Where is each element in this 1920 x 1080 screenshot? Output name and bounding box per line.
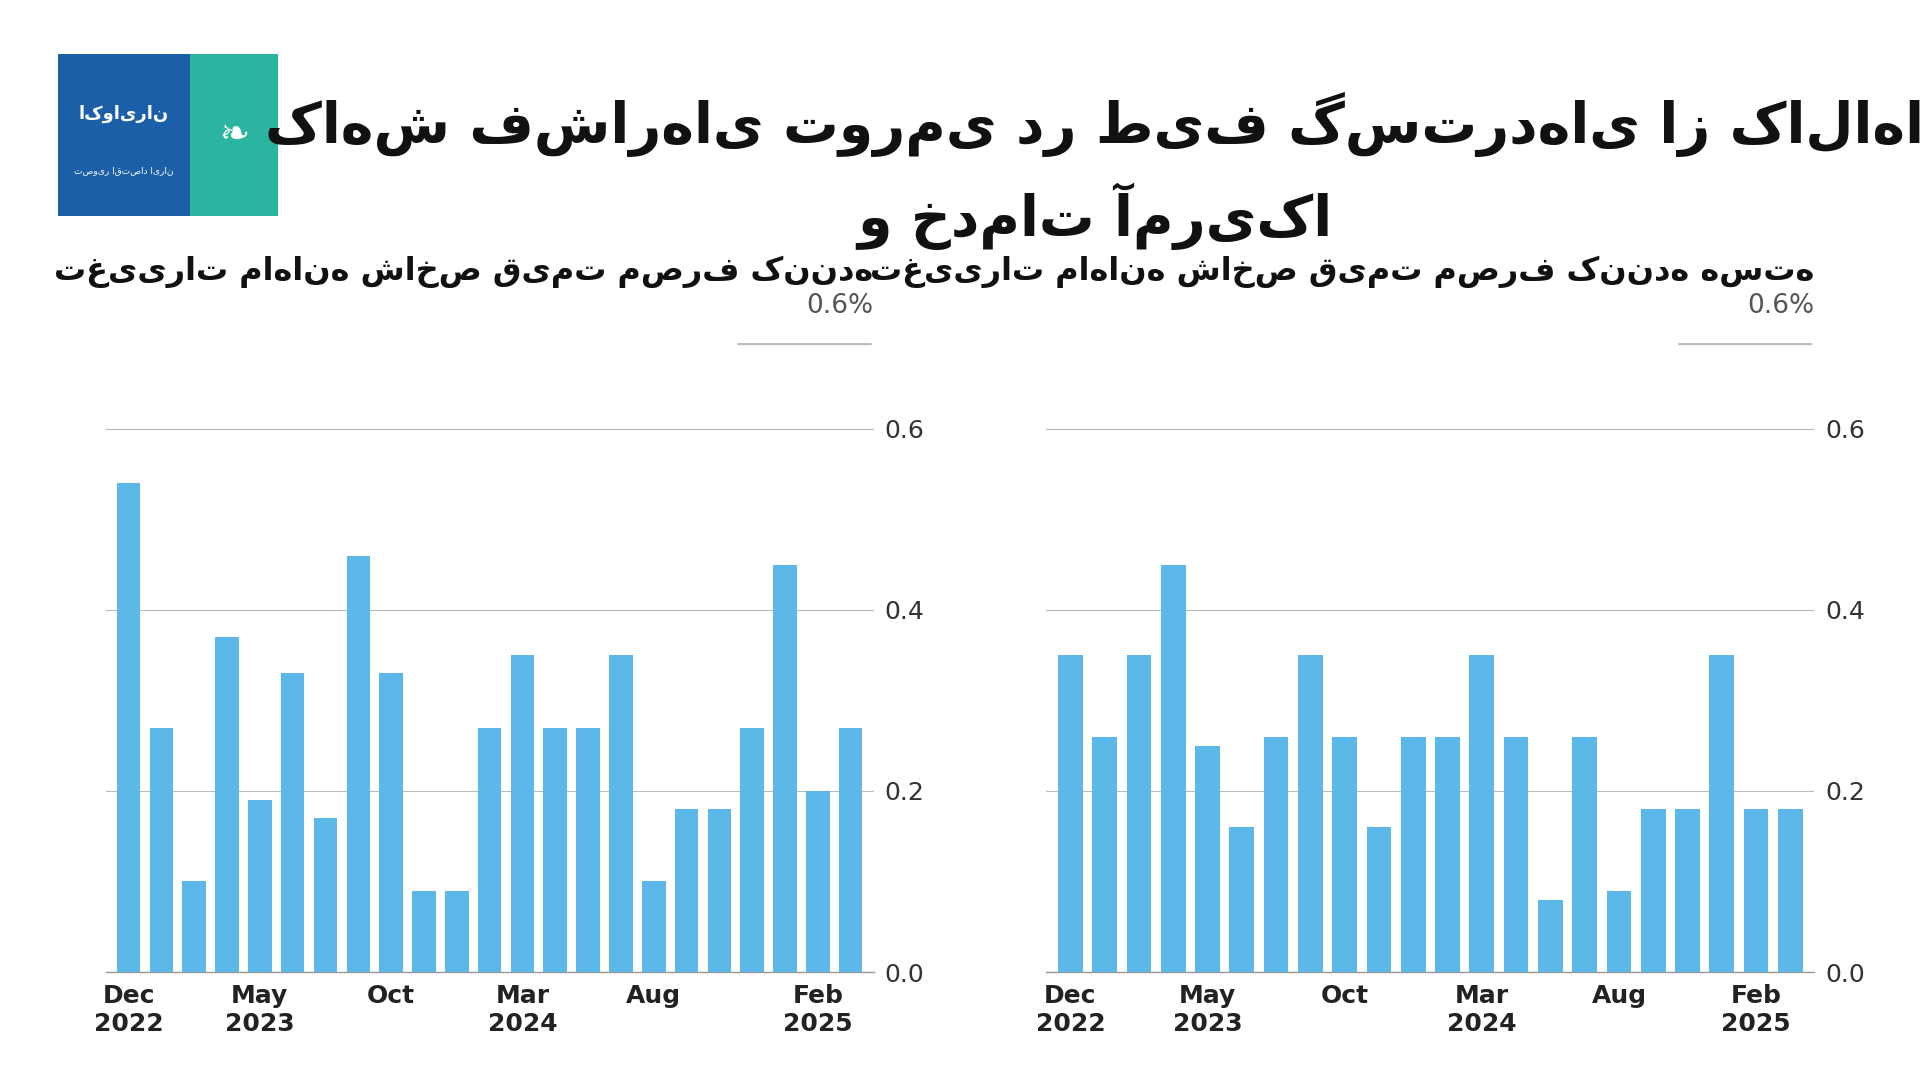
Bar: [346, 555, 371, 972]
Bar: [1127, 656, 1152, 972]
Bar: [1674, 809, 1699, 972]
Bar: [609, 656, 634, 972]
Bar: [674, 809, 699, 972]
Bar: [1503, 737, 1528, 972]
Bar: [741, 728, 764, 972]
Bar: [280, 673, 305, 972]
Bar: [1332, 737, 1357, 972]
Bar: [1402, 737, 1425, 972]
Bar: [1162, 565, 1187, 972]
Bar: [511, 656, 534, 972]
Bar: [1229, 827, 1254, 972]
Text: و خدمات آمریکا: و خدمات آمریکا: [856, 183, 1332, 249]
Bar: [182, 881, 205, 972]
Text: تغییرات ماهانه شاخص قیمت مصرف کننده: تغییرات ماهانه شاخص قیمت مصرف کننده: [54, 256, 874, 288]
Bar: [1194, 745, 1219, 972]
Bar: [1263, 737, 1288, 972]
Bar: [313, 819, 338, 972]
Bar: [1607, 891, 1632, 972]
Bar: [708, 809, 732, 972]
Bar: [1572, 737, 1597, 972]
Bar: [1709, 656, 1734, 972]
Text: ❧: ❧: [219, 118, 250, 152]
Bar: [1778, 809, 1803, 972]
Bar: [248, 800, 271, 972]
Bar: [543, 728, 566, 972]
Bar: [1092, 737, 1117, 972]
Bar: [215, 637, 238, 972]
Bar: [1469, 656, 1494, 972]
FancyBboxPatch shape: [58, 54, 190, 216]
Bar: [150, 728, 173, 972]
Bar: [641, 881, 666, 972]
Bar: [478, 728, 501, 972]
Text: اکوایران: اکوایران: [79, 105, 169, 123]
Bar: [445, 891, 468, 972]
Bar: [576, 728, 599, 972]
Bar: [1538, 900, 1563, 972]
Bar: [1743, 809, 1768, 972]
Text: 0.6%: 0.6%: [806, 294, 874, 320]
Bar: [1367, 827, 1392, 972]
Bar: [1058, 656, 1083, 972]
Text: تغییرات ماهانه شاخص قیمت مصرف کننده هسته: تغییرات ماهانه شاخص قیمت مصرف کننده هسته: [870, 256, 1814, 288]
Bar: [380, 673, 403, 972]
FancyBboxPatch shape: [190, 54, 278, 216]
Bar: [806, 791, 829, 972]
Text: تصویر اقتصاد ایران: تصویر اقتصاد ایران: [75, 166, 173, 175]
Text: کاهش فشارهای تورمی در طیف گسترده‌ای از کالاها: کاهش فشارهای تورمی در طیف گسترده‌ای از ک…: [265, 92, 1920, 157]
Bar: [117, 483, 140, 972]
Bar: [1642, 809, 1667, 972]
Bar: [774, 565, 797, 972]
Text: 0.6%: 0.6%: [1747, 294, 1814, 320]
Bar: [413, 891, 436, 972]
Bar: [1298, 656, 1323, 972]
Bar: [1436, 737, 1459, 972]
Bar: [839, 728, 862, 972]
